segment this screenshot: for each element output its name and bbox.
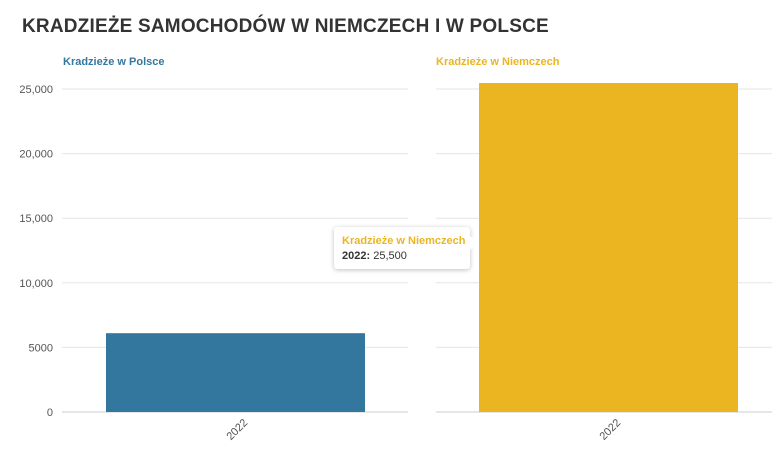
y-tick-label: 10,000 — [19, 278, 53, 290]
tooltip-value: 25,500 — [373, 250, 407, 262]
y-tick-label: 0 — [47, 407, 53, 419]
tooltip-value-row: 2022: 25,500 — [342, 250, 462, 262]
y-tick-label: 20,000 — [19, 149, 53, 161]
y-axis-ticks: 0 5000 10,000 15,000 20,000 25,000 — [19, 84, 53, 419]
tooltip-arrow — [470, 236, 477, 250]
y-tick-label: 15,000 — [19, 213, 53, 225]
tooltip: Kradzieże w Niemczech 2022: 25,500 — [334, 227, 477, 269]
panel-title-polska: Kradzieże w Polsce — [63, 56, 165, 68]
tooltip-series-name: Kradzieże w Niemczech — [342, 235, 466, 247]
chart-title: KRADZIEŻE SAMOCHODÓW W NIEMCZECH I W POL… — [22, 16, 549, 37]
panel-title-niemcy: Kradzieże w Niemczech — [436, 56, 560, 68]
tooltip-category: 2022: — [342, 250, 371, 262]
bar-polska-2022[interactable] — [106, 333, 365, 412]
x-tick-label: 2022 — [597, 417, 623, 443]
y-tick-label: 25,000 — [19, 84, 53, 96]
x-axis-ticks: 2022 2022 — [224, 417, 623, 443]
y-tick-label: 5000 — [29, 342, 53, 354]
bar-niemcy-2022[interactable] — [479, 83, 738, 412]
bars[interactable] — [106, 83, 738, 412]
x-tick-label: 2022 — [224, 417, 250, 443]
